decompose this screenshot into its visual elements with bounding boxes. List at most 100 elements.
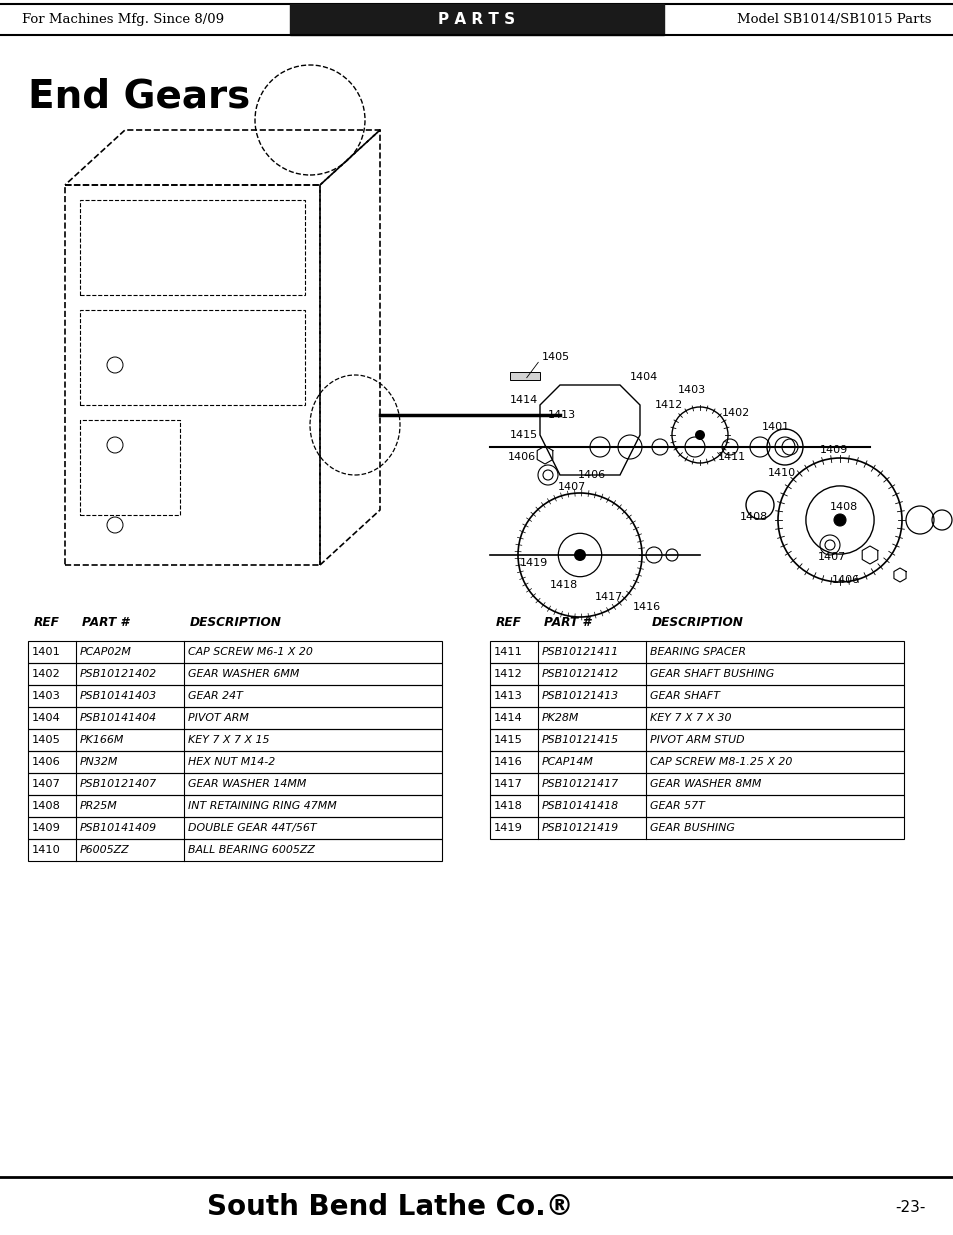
Text: GEAR SHAFT BUSHING: GEAR SHAFT BUSHING bbox=[649, 669, 774, 679]
Text: 1419: 1419 bbox=[494, 823, 522, 832]
Text: PSB10121417: PSB10121417 bbox=[541, 779, 618, 789]
Text: 1402: 1402 bbox=[721, 408, 749, 417]
Text: 1417: 1417 bbox=[595, 592, 622, 601]
Text: DESCRIPTION: DESCRIPTION bbox=[190, 616, 281, 629]
Text: 1408: 1408 bbox=[740, 513, 767, 522]
Text: PSB10121411: PSB10121411 bbox=[541, 647, 618, 657]
Text: 1411: 1411 bbox=[494, 647, 522, 657]
Text: 1411: 1411 bbox=[718, 452, 745, 462]
Text: 1408: 1408 bbox=[829, 501, 858, 513]
Text: 1407: 1407 bbox=[32, 779, 61, 789]
Bar bbox=[28, 751, 441, 773]
Bar bbox=[28, 729, 441, 751]
Bar bbox=[490, 706, 903, 729]
Text: PART #: PART # bbox=[82, 616, 129, 629]
Text: 1405: 1405 bbox=[541, 352, 570, 362]
Text: GEAR WASHER 14MM: GEAR WASHER 14MM bbox=[188, 779, 306, 789]
Text: 1404: 1404 bbox=[32, 713, 61, 722]
Bar bbox=[490, 773, 903, 795]
Text: 1401: 1401 bbox=[32, 647, 61, 657]
Text: INT RETAINING RING 47MM: INT RETAINING RING 47MM bbox=[188, 802, 336, 811]
Bar bbox=[490, 641, 903, 663]
Circle shape bbox=[574, 550, 585, 561]
Text: PSB10121402: PSB10121402 bbox=[80, 669, 157, 679]
Text: End Gears: End Gears bbox=[28, 77, 250, 115]
Bar bbox=[28, 706, 441, 729]
Text: P6005ZZ: P6005ZZ bbox=[80, 845, 130, 855]
Text: PCAP14M: PCAP14M bbox=[541, 757, 594, 767]
Text: PK166M: PK166M bbox=[80, 735, 124, 745]
Circle shape bbox=[695, 430, 704, 440]
Text: PCAP02M: PCAP02M bbox=[80, 647, 132, 657]
Text: PART #: PART # bbox=[543, 616, 590, 629]
Bar bbox=[28, 818, 441, 839]
Text: -23-: -23- bbox=[895, 1199, 925, 1214]
Text: GEAR BUSHING: GEAR BUSHING bbox=[649, 823, 734, 832]
Text: CAP SCREW M8-1.25 X 20: CAP SCREW M8-1.25 X 20 bbox=[649, 757, 792, 767]
Text: 1406: 1406 bbox=[578, 471, 605, 480]
Text: 1405: 1405 bbox=[32, 735, 61, 745]
Text: PSB10121412: PSB10121412 bbox=[541, 669, 618, 679]
Bar bbox=[80, 200, 305, 295]
Text: 1418: 1418 bbox=[494, 802, 522, 811]
Bar bbox=[28, 839, 441, 861]
Text: 1410: 1410 bbox=[32, 845, 61, 855]
Text: KEY 7 X 7 X 15: KEY 7 X 7 X 15 bbox=[188, 735, 269, 745]
Bar bbox=[80, 310, 305, 405]
Text: REF: REF bbox=[496, 616, 521, 629]
Text: GEAR SHAFT: GEAR SHAFT bbox=[649, 692, 720, 701]
Text: PSB10121415: PSB10121415 bbox=[541, 735, 618, 745]
Bar bbox=[290, 4, 663, 35]
Text: 1410: 1410 bbox=[767, 468, 796, 478]
Text: PSB10141404: PSB10141404 bbox=[80, 713, 157, 722]
Text: REF: REF bbox=[34, 616, 60, 629]
Text: HEX NUT M14-2: HEX NUT M14-2 bbox=[188, 757, 275, 767]
Text: 1404: 1404 bbox=[629, 372, 658, 382]
Circle shape bbox=[833, 514, 845, 526]
Bar bbox=[28, 773, 441, 795]
Text: 1416: 1416 bbox=[494, 757, 522, 767]
Text: 1412: 1412 bbox=[494, 669, 522, 679]
Text: 1403: 1403 bbox=[678, 385, 705, 395]
Text: Model SB1014/SB1015 Parts: Model SB1014/SB1015 Parts bbox=[737, 14, 931, 26]
Text: PIVOT ARM STUD: PIVOT ARM STUD bbox=[649, 735, 744, 745]
Text: BEARING SPACER: BEARING SPACER bbox=[649, 647, 745, 657]
Text: 1403: 1403 bbox=[32, 692, 61, 701]
Bar bbox=[28, 795, 441, 818]
Text: 1413: 1413 bbox=[494, 692, 522, 701]
Text: 1407: 1407 bbox=[558, 482, 586, 492]
Bar bbox=[490, 795, 903, 818]
Text: 1408: 1408 bbox=[32, 802, 61, 811]
Text: 1406: 1406 bbox=[507, 452, 536, 462]
Text: GEAR WASHER 6MM: GEAR WASHER 6MM bbox=[188, 669, 299, 679]
Text: 1401: 1401 bbox=[761, 422, 789, 432]
Bar bbox=[28, 641, 441, 663]
Text: 1402: 1402 bbox=[32, 669, 61, 679]
Text: P A R T S: P A R T S bbox=[438, 12, 515, 27]
Bar bbox=[490, 751, 903, 773]
Text: South Bend Lathe Co.®: South Bend Lathe Co.® bbox=[207, 1193, 573, 1221]
Bar bbox=[490, 818, 903, 839]
Text: PIVOT ARM: PIVOT ARM bbox=[188, 713, 249, 722]
Text: PSB10141403: PSB10141403 bbox=[80, 692, 157, 701]
Text: GEAR 24T: GEAR 24T bbox=[188, 692, 243, 701]
Text: 1412: 1412 bbox=[655, 400, 682, 410]
Text: PSB10121413: PSB10121413 bbox=[541, 692, 618, 701]
Text: 1414: 1414 bbox=[494, 713, 522, 722]
Bar bbox=[510, 372, 539, 380]
Text: GEAR WASHER 8MM: GEAR WASHER 8MM bbox=[649, 779, 760, 789]
Text: DOUBLE GEAR 44T/56T: DOUBLE GEAR 44T/56T bbox=[188, 823, 316, 832]
Text: PSB10141409: PSB10141409 bbox=[80, 823, 157, 832]
Text: 1415: 1415 bbox=[510, 430, 537, 440]
Text: PSB10121419: PSB10121419 bbox=[541, 823, 618, 832]
Text: 1419: 1419 bbox=[519, 558, 548, 568]
Text: 1417: 1417 bbox=[494, 779, 522, 789]
Text: 1409: 1409 bbox=[820, 445, 847, 454]
Text: 1416: 1416 bbox=[633, 601, 660, 613]
Text: CAP SCREW M6-1 X 20: CAP SCREW M6-1 X 20 bbox=[188, 647, 313, 657]
Text: 1418: 1418 bbox=[550, 580, 578, 590]
Text: PK28M: PK28M bbox=[541, 713, 578, 722]
Text: PSB10141418: PSB10141418 bbox=[541, 802, 618, 811]
Text: 1414: 1414 bbox=[510, 395, 537, 405]
Text: 1406: 1406 bbox=[32, 757, 61, 767]
